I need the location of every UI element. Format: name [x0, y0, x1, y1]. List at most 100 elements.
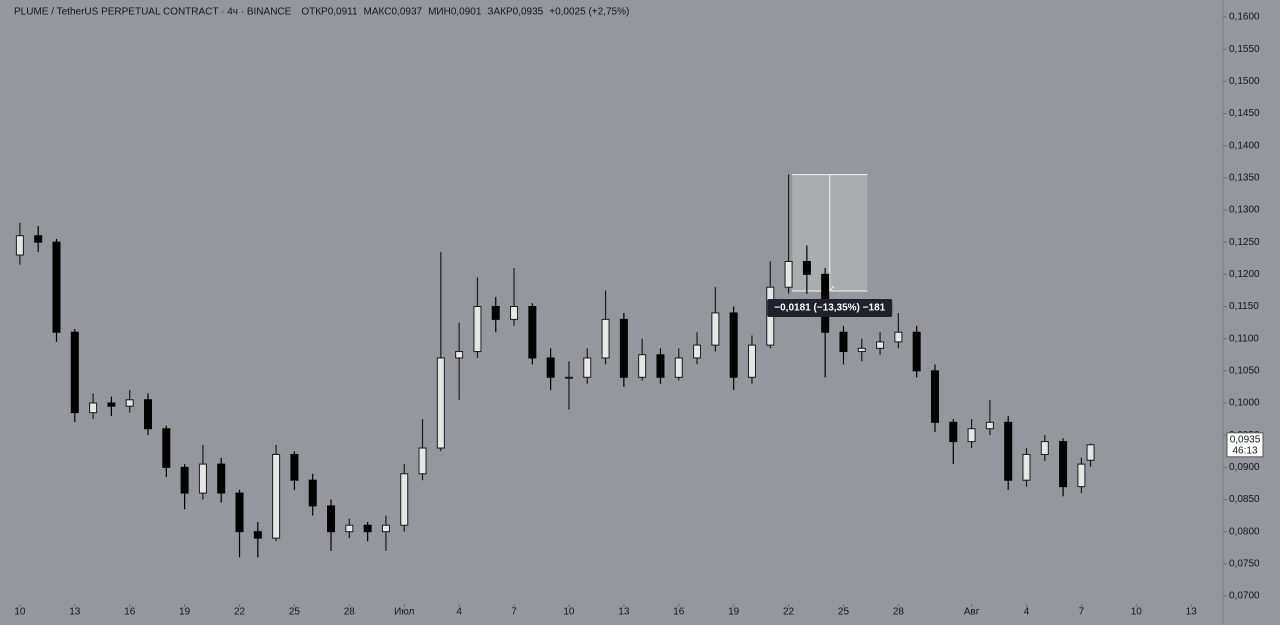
y-tick-label: 0,1500 [1229, 76, 1260, 87]
candle-body [894, 331, 903, 343]
x-tick-label: 7 [511, 607, 517, 618]
x-tick-label: 16 [124, 607, 136, 618]
y-tick-label: 0,0900 [1229, 462, 1260, 473]
measure-label-box [767, 299, 893, 318]
candle-body [528, 306, 537, 359]
stat-name: ОТКР [301, 7, 328, 18]
x-tick-label: 25 [289, 607, 301, 618]
y-tick-label: 0,1000 [1229, 398, 1260, 409]
candle-body [619, 318, 628, 378]
price-tag [1226, 432, 1264, 458]
y-tick-label: 0,1550 [1229, 44, 1260, 55]
candle-body [583, 357, 592, 378]
candle-body [1022, 453, 1031, 481]
candle-body [162, 428, 171, 468]
candle-body [272, 453, 281, 539]
stat-value: 0,0935 [513, 7, 544, 18]
candle-body [784, 260, 793, 288]
candle-body [857, 347, 866, 353]
x-tick-label: 25 [838, 607, 850, 618]
x-tick-label: 10 [563, 607, 575, 618]
candle-body [473, 306, 482, 353]
y-tick-label: 0,1100 [1229, 333, 1259, 344]
x-tick-label: 4 [1024, 607, 1030, 618]
candle-body [1040, 441, 1049, 455]
candle-body [949, 421, 958, 443]
candle-body [107, 402, 116, 407]
candle-body [1059, 441, 1068, 488]
measure-label: −0,0181 (−13,35%) −181 [774, 303, 885, 314]
y-tick-label: 0,0800 [1229, 526, 1260, 537]
candle-body [125, 399, 134, 407]
x-tick-label: Авг [964, 607, 980, 618]
x-tick-label: 22 [783, 607, 795, 618]
candle-body [729, 312, 738, 378]
candle-body [967, 428, 976, 443]
candle-body [674, 357, 683, 378]
y-tick-label: 0,1350 [1229, 172, 1260, 183]
change: +0,0025 (+2,75%) [549, 7, 629, 18]
candle-body [455, 351, 464, 359]
candle-body [1077, 463, 1086, 488]
y-tick-label: 0,1600 [1229, 12, 1260, 23]
candle-body [327, 505, 336, 533]
candle-body [180, 466, 189, 494]
y-tick-label: 0,1150 [1229, 301, 1259, 312]
x-tick-label: 28 [344, 607, 356, 618]
x-tick-label: 13 [618, 607, 630, 618]
candle-body [930, 370, 939, 423]
candle-body [308, 479, 317, 507]
candle-body [876, 341, 885, 349]
candle-body [510, 306, 519, 320]
candle-body [89, 402, 98, 414]
candle-body [711, 312, 720, 346]
candle-body [693, 344, 702, 359]
candle-body [253, 531, 262, 539]
candle-body [747, 344, 756, 378]
y-tick-label: 0,0850 [1229, 494, 1260, 505]
candle-body [638, 354, 647, 378]
x-tick-label: 4 [456, 607, 462, 618]
y-tick-label: 0,1400 [1229, 140, 1260, 151]
x-tick-label: 10 [14, 607, 26, 618]
candle-body [546, 357, 555, 378]
candle-body [491, 306, 500, 320]
candle-body [802, 260, 811, 275]
candle-body [1004, 421, 1013, 481]
y-tick-label: 0,0750 [1229, 558, 1260, 569]
candle-body [436, 357, 445, 449]
stat-name: МАКС [364, 7, 392, 18]
candle-body [363, 524, 372, 533]
y-tick-label: 0,1050 [1229, 365, 1260, 376]
candle-body [381, 524, 390, 533]
x-tick-label: 13 [69, 607, 81, 618]
candle-body [912, 331, 921, 372]
candle-body [656, 354, 665, 378]
candle-body [15, 235, 24, 256]
candle-body [290, 453, 299, 481]
stat-name: ЗАКР [487, 7, 513, 18]
candle-body [400, 473, 409, 526]
candle-body [1086, 444, 1095, 461]
candle-body [418, 447, 427, 475]
chart-title: PLUME / TetherUS PERPETUAL CONTRACT · 4ч… [14, 7, 292, 18]
candle-body [217, 463, 226, 494]
candle-body [235, 492, 244, 533]
x-tick-label: Июл [394, 607, 414, 618]
stat-value: 0,0901 [451, 7, 482, 18]
stat-name: МИН [428, 7, 451, 18]
candle-body [52, 241, 61, 333]
x-tick-label: 16 [673, 607, 685, 618]
candle-body [345, 524, 354, 533]
price-tag-timer: 46:13 [1232, 445, 1257, 456]
y-tick-label: 0,1250 [1229, 237, 1260, 248]
candle-body [564, 376, 573, 379]
x-tick-label: 10 [1131, 607, 1143, 618]
stat-value: 0,0911 [328, 7, 358, 18]
y-tick-label: 0,1200 [1229, 269, 1260, 280]
x-tick-label: 28 [893, 607, 905, 618]
stat-value: 0,0937 [391, 7, 422, 18]
x-tick-label: 13 [1186, 607, 1198, 618]
